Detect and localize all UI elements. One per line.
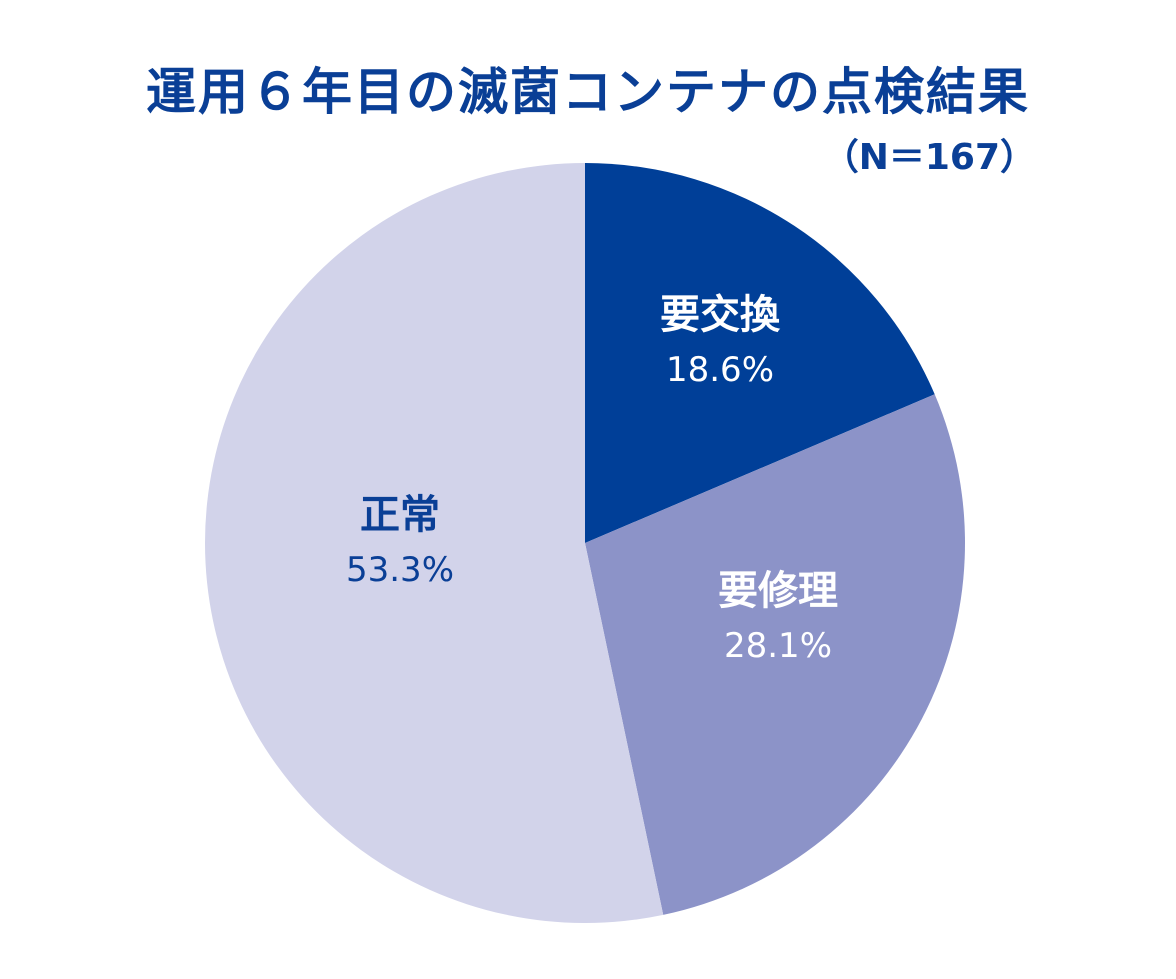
slice-label-replace: 要交換 18.6% (620, 290, 820, 400)
slice-percent: 53.3% (345, 550, 454, 590)
slice-name: 正常 (360, 492, 440, 538)
slice-percent: 28.1% (723, 626, 832, 666)
pie-slice-2 (204, 163, 664, 923)
slice-name: 要交換 (660, 292, 780, 338)
slice-percent: 18.6% (665, 350, 774, 390)
sample-size: （N＝167） (822, 137, 1036, 178)
slice-name: 要修理 (718, 568, 838, 614)
chart-title: 運用６年目の滅菌コンテナの点検結果 (146, 63, 1030, 121)
slice-label-normal: 正常 53.3% (300, 490, 500, 600)
slice-label-repair: 要修理 28.1% (678, 566, 878, 676)
pie-slice-0 (585, 163, 935, 543)
pie-slice-1 (585, 394, 965, 915)
